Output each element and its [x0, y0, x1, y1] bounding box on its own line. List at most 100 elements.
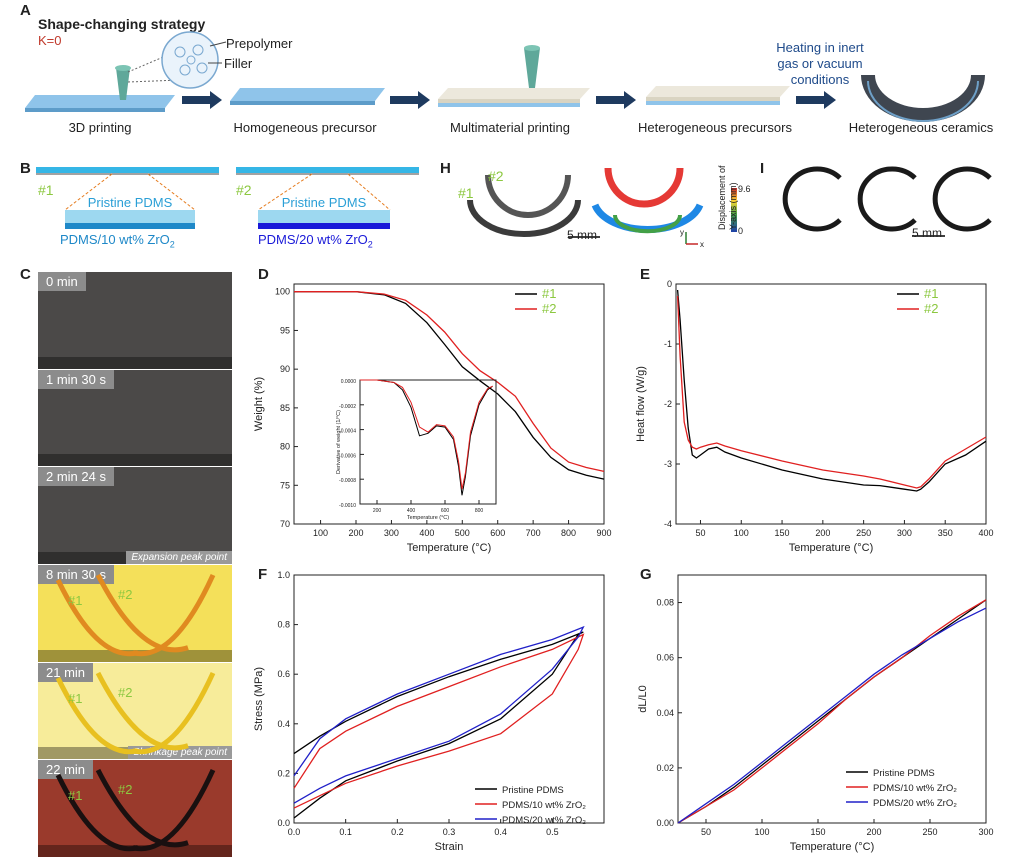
series-line [677, 599, 987, 824]
x-tick-label: 700 [526, 528, 541, 538]
plot-frame [359, 379, 497, 505]
panel-c-timelapse: 0 min 1 min 30 s 2 min 24 s Expansion peak … [38, 272, 232, 858]
y-tick-label: 85 [280, 403, 290, 413]
y-tick-label: -0.0006 [339, 453, 356, 459]
frame-time-label: 1 min 30 s [38, 369, 114, 389]
arrow-icon [182, 91, 222, 109]
frame-sample-2: #2 [118, 587, 133, 602]
y-tick-label: -1 [664, 339, 672, 349]
legend-label: PDMS/20 wt% ZrO₂ [873, 798, 957, 809]
y-tick-label: 95 [280, 325, 290, 335]
y-tick-label: 0.00 [656, 818, 674, 828]
x-tick-label: 100 [313, 528, 328, 538]
x-tick-label: 0.0 [288, 827, 301, 837]
timelapse-frame: 21 min Shrinkage peak point #1 #2 [38, 662, 232, 760]
x-tick-label: 250 [856, 528, 871, 538]
series-line [676, 289, 987, 492]
panel-label-h: H [440, 160, 451, 177]
series-line [294, 291, 605, 473]
h-scale-label: 5 mm [567, 228, 597, 242]
multimaterial-slab [438, 88, 590, 99]
frame-time-label: 0 min [38, 272, 86, 291]
x-tick-label: 400 [407, 508, 416, 514]
x-tick-label: 400 [419, 528, 434, 538]
y-tick-label: 1.0 [277, 570, 290, 580]
composite-10-label: PDMS/10 wt% ZrO2 [60, 232, 175, 250]
y-tick-label: 80 [280, 442, 290, 452]
y-tick-label: 0.02 [656, 763, 674, 773]
arrow-icon [796, 91, 836, 109]
frame-time-label: 21 min [38, 662, 94, 682]
sample-1-label: #1 [38, 182, 54, 198]
step-homogeneous: Homogeneous precursor [233, 120, 377, 135]
timelapse-frame: 0 min [38, 272, 232, 369]
heterogeneous-slab [646, 86, 790, 97]
x-tick-label: 200 [866, 827, 881, 837]
legend-label: #1 [542, 286, 556, 301]
y-tick-label: 0.06 [656, 653, 674, 663]
c-ring-2 [857, 166, 917, 232]
x-tick-label: 900 [596, 528, 611, 538]
frame-note: Expansion peak point [126, 550, 232, 564]
chart-e-dsc: 50 100 150 200 250 300 350 400 -4 -3 -2 -1 0 Temperat… [635, 279, 994, 554]
y-tick-label: 0.08 [656, 598, 674, 608]
panel-a-schematic [25, 31, 985, 122]
x-tick-label: 400 [978, 528, 993, 538]
precursor-slab [25, 95, 175, 108]
series-line [676, 295, 987, 489]
timelapse-frame: 8 min 30 s #1 #2 [38, 565, 232, 662]
x-tick-label: 600 [490, 528, 505, 538]
legend-label: PDMS/20 wt% ZrO₂ [502, 815, 586, 826]
prepolymer-label: Prepolymer [226, 36, 293, 51]
frame-time-label: 8 min 30 s [38, 565, 114, 584]
homogeneous-slab [230, 88, 385, 101]
i-scale-label: 5 mm [912, 226, 942, 240]
y-tick-label: -0.0004 [339, 429, 356, 435]
heating-line-1: Heating in inert [776, 40, 864, 55]
series-line [360, 379, 493, 496]
y-tick-label: 0 [667, 279, 672, 289]
panel-label-g: G [640, 566, 652, 583]
colorbar-max: 9.6 [738, 184, 751, 194]
frame-sample-1: #1 [68, 593, 83, 608]
axis-y-label: y [680, 228, 684, 237]
panel-h-images [467, 167, 737, 245]
x-tick-label: 0.2 [391, 827, 404, 837]
x-tick-label: 300 [978, 827, 993, 837]
x-tick-label: 800 [561, 528, 576, 538]
series-line [294, 291, 605, 480]
plot-frame [293, 283, 605, 525]
composite-20-label: PDMS/20 wt% ZrO2 [258, 232, 373, 250]
x-tick-label: 500 [455, 528, 470, 538]
y-tick-label: 0.04 [656, 708, 674, 718]
y-tick-label: -2 [664, 399, 672, 409]
timelapse-frame: 1 min 30 s [38, 369, 232, 467]
series-line [360, 379, 493, 490]
heating-conditions: Heating in inert gas or vacuum condition… [765, 40, 875, 88]
frame-time-label: 22 min [38, 760, 94, 780]
y-tick-label: -4 [664, 519, 672, 529]
deformation-arc-1 [604, 167, 684, 208]
y-axis-label: Weight (%) [253, 377, 265, 431]
frame-sample-1: #1 [68, 690, 83, 706]
x-axis-label: Temperature (°C) [790, 841, 874, 853]
y-tick-label: -3 [664, 459, 672, 469]
y-axis-label: Heat flow (W/g) [635, 366, 647, 442]
legend-label: PDMS/10 wt% ZrO₂ [502, 800, 586, 811]
c-ring-3 [932, 166, 992, 232]
x-tick-label: 0.3 [443, 827, 456, 837]
panel-label-e: E [640, 266, 651, 283]
x-tick-label: 200 [373, 508, 382, 514]
x-tick-label: 100 [734, 528, 749, 538]
timelapse-frame: 22 min #1 #2 [38, 760, 232, 857]
y-tick-label: 75 [280, 480, 290, 490]
panel-label-b: B [20, 160, 31, 177]
h-sample-2: #2 [488, 168, 504, 184]
h-sample-1: #1 [458, 185, 474, 201]
panel-label-a: A [20, 2, 31, 19]
panel-label-c: C [20, 266, 31, 283]
colorbar [731, 188, 737, 232]
timelapse-frame: 2 min 24 s Expansion peak point [38, 467, 232, 564]
y-tick-label: 0.0 [277, 818, 290, 828]
frame-time-label: 2 min 24 s [38, 467, 114, 487]
